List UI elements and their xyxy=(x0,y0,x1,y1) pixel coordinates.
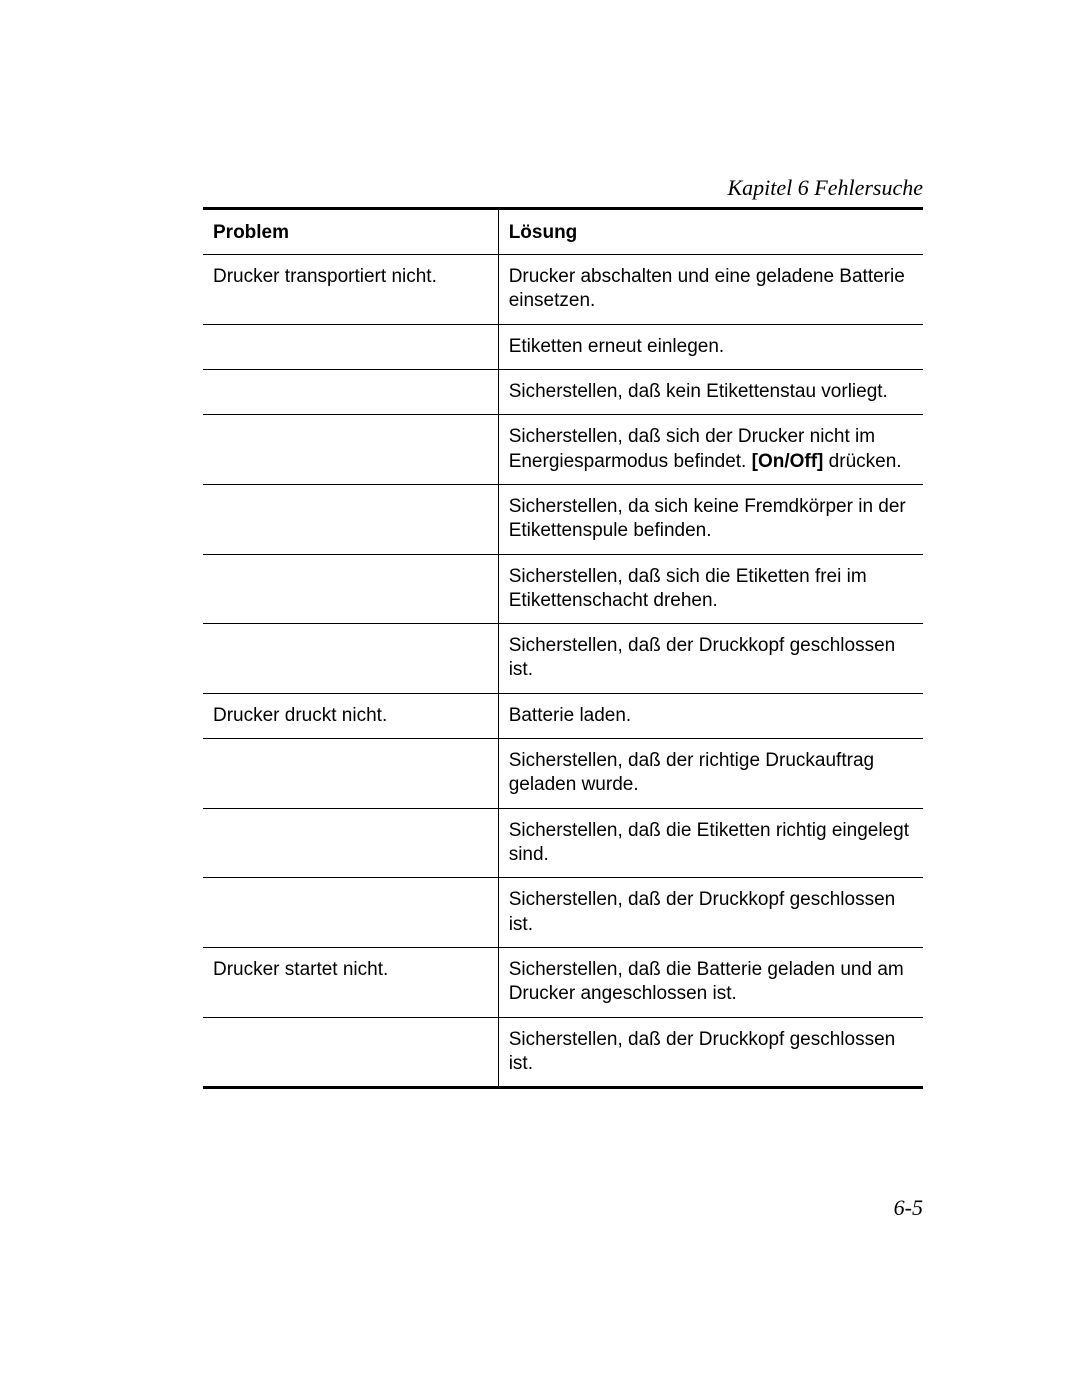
table-row: Sicherstellen, daß die Etiketten richtig… xyxy=(203,808,923,878)
solution-cell: Sicherstellen, da sich keine Fremdkörper… xyxy=(498,484,923,554)
problem-cell xyxy=(203,1017,498,1088)
solution-cell: Sicherstellen, daß der Druckkopf geschlo… xyxy=(498,878,923,948)
page-number: 6-5 xyxy=(894,1195,923,1221)
table-row: Sicherstellen, daß sich die Etiketten fr… xyxy=(203,554,923,624)
table-row: Drucker druckt nicht. Batterie laden. xyxy=(203,693,923,738)
column-header-solution: Lösung xyxy=(498,210,923,255)
column-header-problem: Problem xyxy=(203,210,498,255)
solution-text-part: drücken. xyxy=(823,451,901,472)
problem-cell xyxy=(203,808,498,878)
table-row: Sicherstellen, daß sich der Drucker nich… xyxy=(203,415,923,485)
table-row: Sicherstellen, daß der Druckkopf geschlo… xyxy=(203,624,923,694)
solution-cell: Sicherstellen, daß der richtige Druckauf… xyxy=(498,739,923,809)
problem-cell xyxy=(203,484,498,554)
solution-cell: Sicherstellen, daß die Batterie geladen … xyxy=(498,947,923,1017)
problem-cell: Drucker startet nicht. xyxy=(203,947,498,1017)
onoff-key-label: [On/Off] xyxy=(752,451,824,472)
troubleshooting-table: Problem Lösung Drucker transportiert nic… xyxy=(203,210,923,1089)
solution-cell: Sicherstellen, daß sich die Etiketten fr… xyxy=(498,554,923,624)
problem-cell xyxy=(203,324,498,369)
table-row: Etiketten erneut einlegen. xyxy=(203,324,923,369)
table-row: Sicherstellen, daß der Druckkopf geschlo… xyxy=(203,1017,923,1088)
problem-cell xyxy=(203,878,498,948)
problem-cell: Drucker druckt nicht. xyxy=(203,693,498,738)
problem-cell xyxy=(203,624,498,694)
table-row: Sicherstellen, da sich keine Fremdkörper… xyxy=(203,484,923,554)
table-row: Sicherstellen, daß kein Etikettenstau vo… xyxy=(203,369,923,414)
problem-cell xyxy=(203,554,498,624)
solution-cell: Etiketten erneut einlegen. xyxy=(498,324,923,369)
problem-cell: Drucker transportiert nicht. xyxy=(203,255,498,325)
problem-cell xyxy=(203,739,498,809)
table-row: Sicherstellen, daß der richtige Druckauf… xyxy=(203,739,923,809)
solution-cell: Sicherstellen, daß der Druckkopf geschlo… xyxy=(498,624,923,694)
solution-cell: Batterie laden. xyxy=(498,693,923,738)
solution-cell: Sicherstellen, daß die Etiketten richtig… xyxy=(498,808,923,878)
solution-cell: Sicherstellen, daß kein Etikettenstau vo… xyxy=(498,369,923,414)
problem-cell xyxy=(203,369,498,414)
chapter-header: Kapitel 6 Fehlersuche xyxy=(203,175,923,210)
table-row: Drucker startet nicht. Sicherstellen, da… xyxy=(203,947,923,1017)
table-row: Drucker transportiert nicht. Drucker abs… xyxy=(203,255,923,325)
solution-cell: Sicherstellen, daß sich der Drucker nich… xyxy=(498,415,923,485)
solution-cell: Sicherstellen, daß der Druckkopf geschlo… xyxy=(498,1017,923,1088)
table-row: Sicherstellen, daß der Druckkopf geschlo… xyxy=(203,878,923,948)
solution-cell: Drucker abschalten und eine geladene Bat… xyxy=(498,255,923,325)
problem-cell xyxy=(203,415,498,485)
